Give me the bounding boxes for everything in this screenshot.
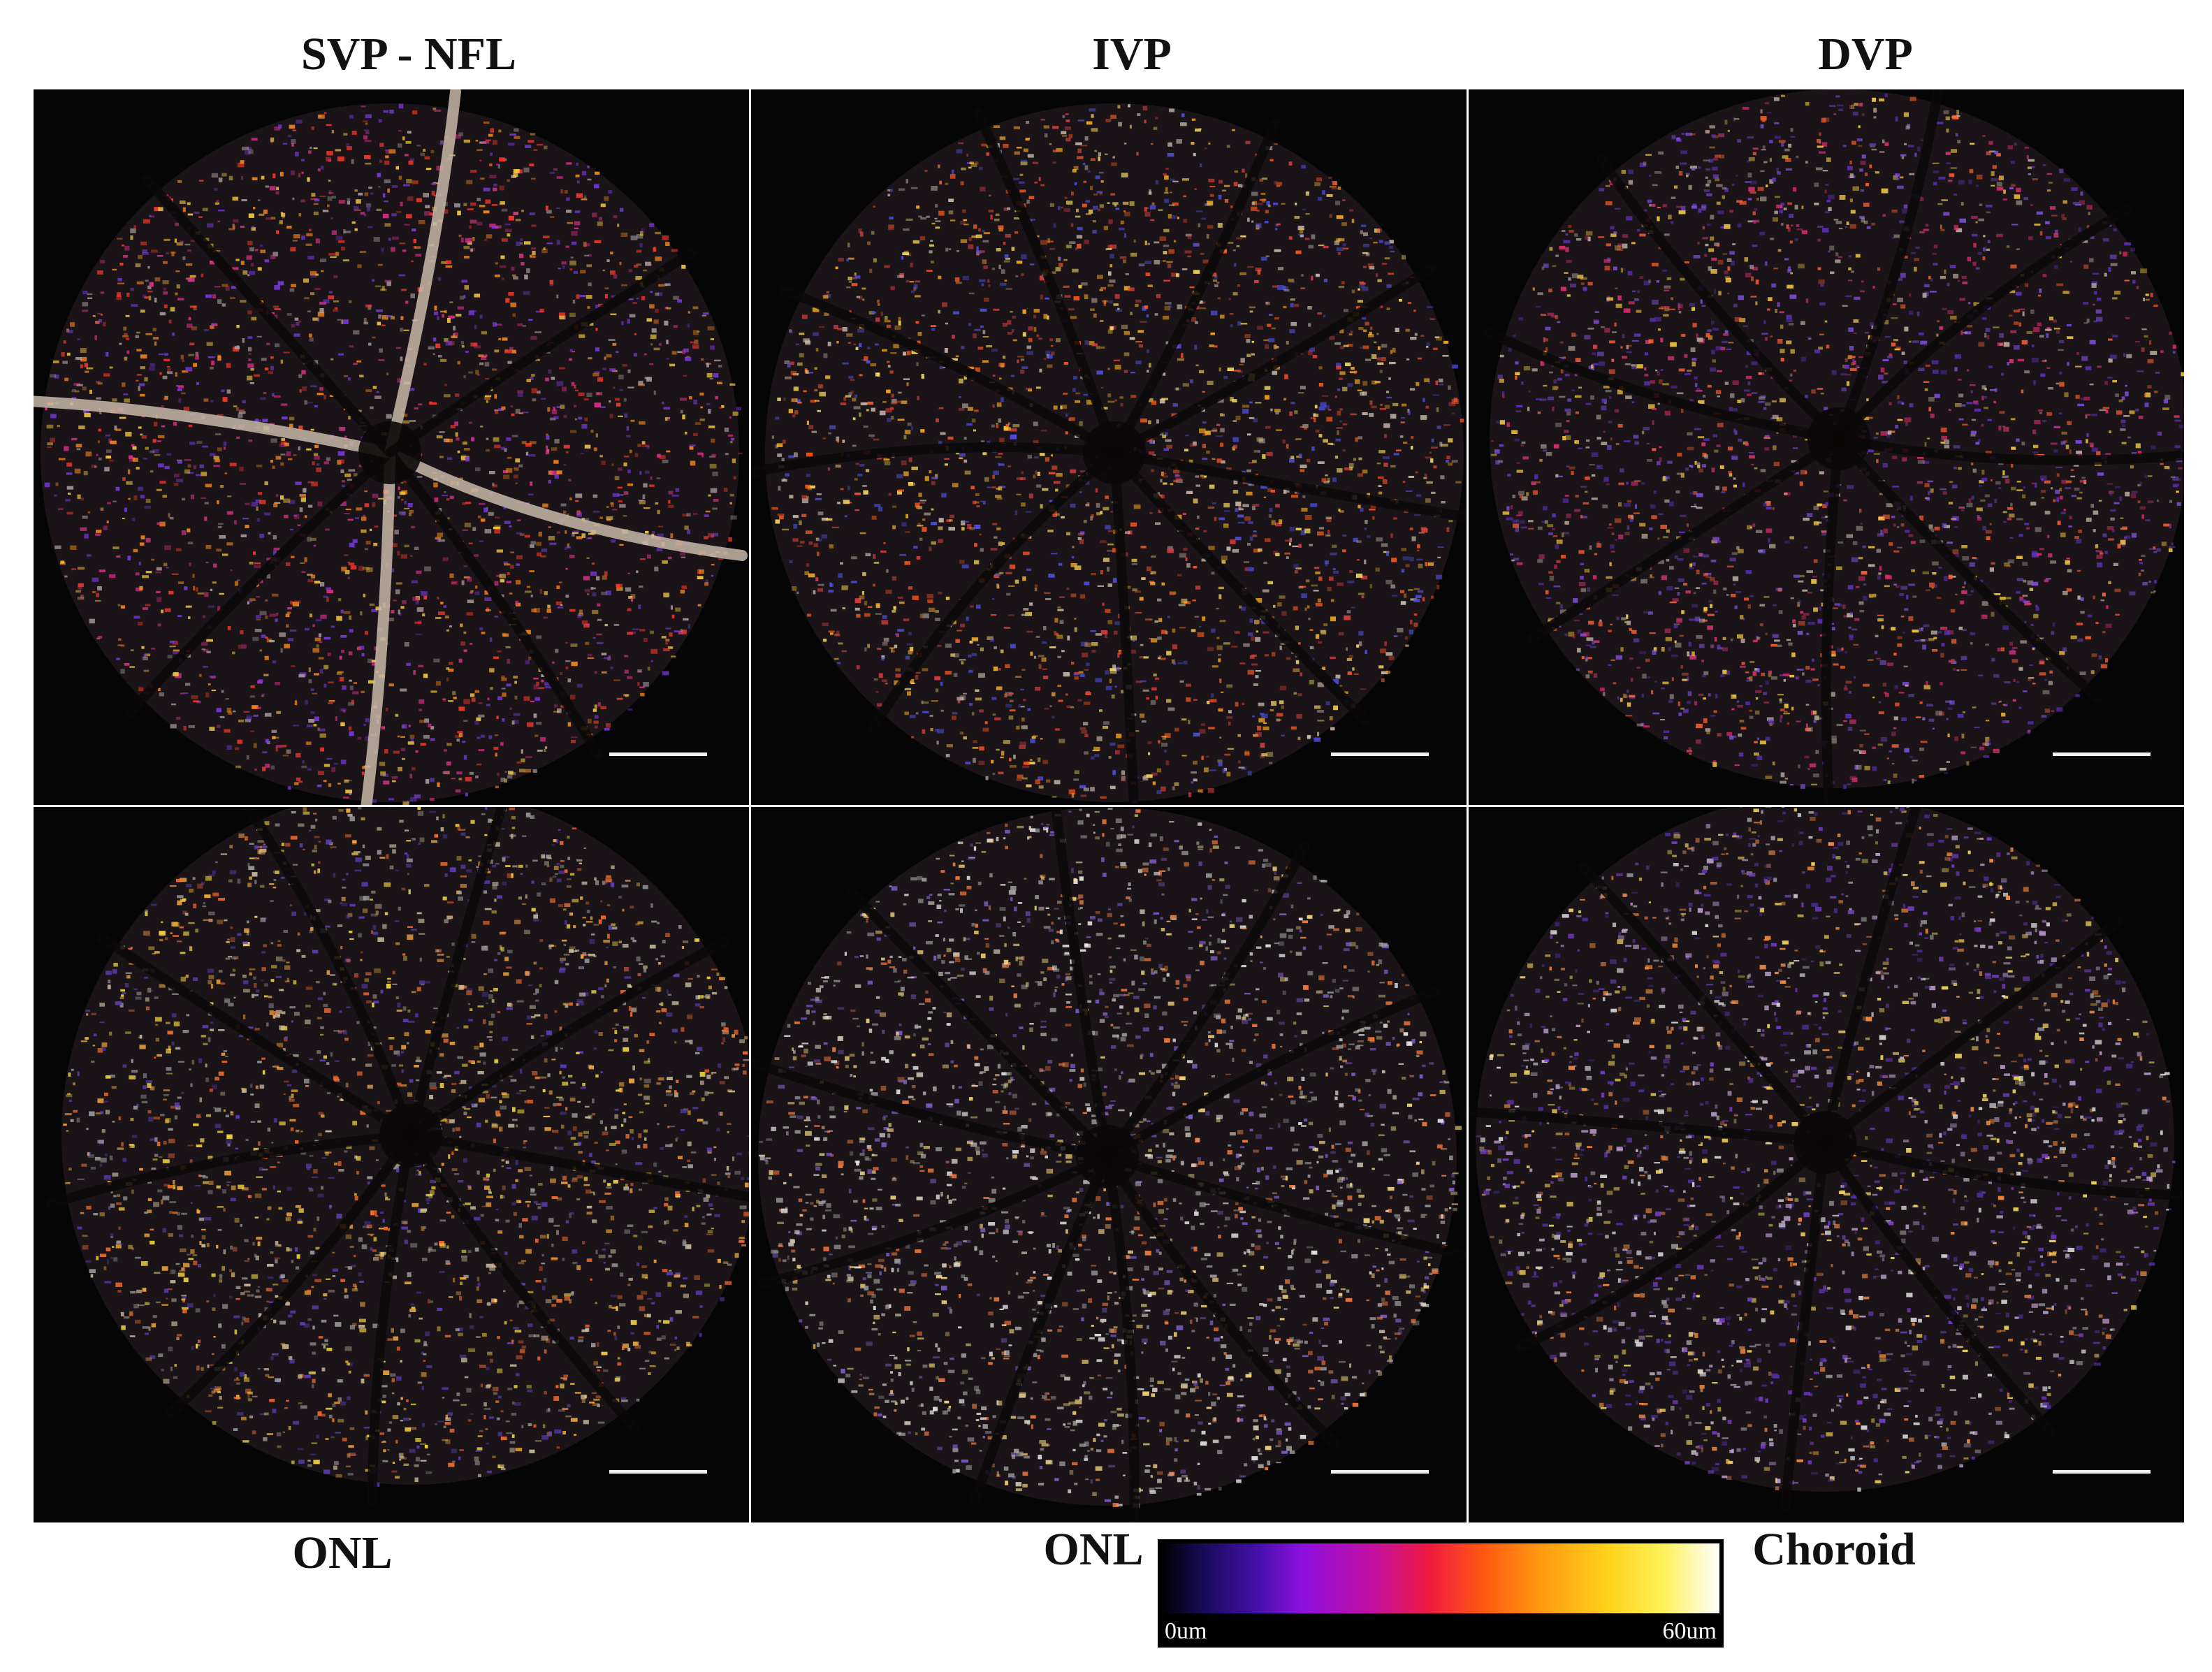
scale-bar — [1331, 753, 1429, 756]
colorbar-max-label: 60um — [1662, 1618, 1717, 1644]
scale-bar — [1331, 1470, 1429, 1474]
scale-bar — [2053, 1470, 2151, 1474]
depth-colorbar: 0um 60um — [1158, 1539, 1724, 1648]
label-onl-2: ONL — [1043, 1524, 1144, 1575]
label-onl-1: ONL — [292, 1527, 393, 1578]
scale-bar — [2053, 753, 2151, 756]
retina-image — [34, 89, 748, 805]
retina-image — [751, 103, 1467, 805]
scale-bar — [609, 1470, 707, 1474]
colorbar-gradient — [1162, 1543, 1719, 1613]
panel-ivp — [751, 89, 1467, 805]
panel-onl-1 — [34, 807, 749, 1522]
scale-bar — [609, 753, 707, 756]
label-dvp: DVP — [1818, 29, 1913, 80]
label-choroid: Choroid — [1752, 1524, 1916, 1575]
panel-choroid — [1469, 807, 2184, 1522]
panel-onl-2 — [751, 807, 1467, 1522]
label-svp-nfl: SVP - NFL — [300, 29, 517, 80]
retina-image — [751, 807, 1466, 1522]
panel-dvp — [1469, 89, 2184, 805]
label-ivp: IVP — [1092, 29, 1172, 80]
retina-image — [45, 807, 749, 1505]
panel-svp-nfl — [34, 89, 749, 805]
retina-image — [1483, 89, 2184, 805]
retina-image — [1469, 807, 2184, 1512]
colorbar-min-label: 0um — [1165, 1618, 1207, 1644]
